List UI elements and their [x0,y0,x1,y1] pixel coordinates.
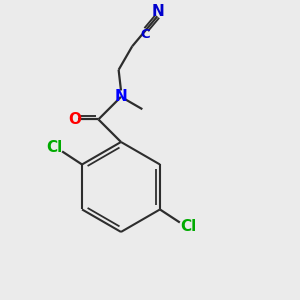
Text: N: N [115,89,128,104]
Text: Cl: Cl [46,140,62,155]
Text: C: C [141,28,150,41]
Text: N: N [152,4,165,19]
Text: O: O [68,112,81,127]
Text: Cl: Cl [180,219,196,234]
